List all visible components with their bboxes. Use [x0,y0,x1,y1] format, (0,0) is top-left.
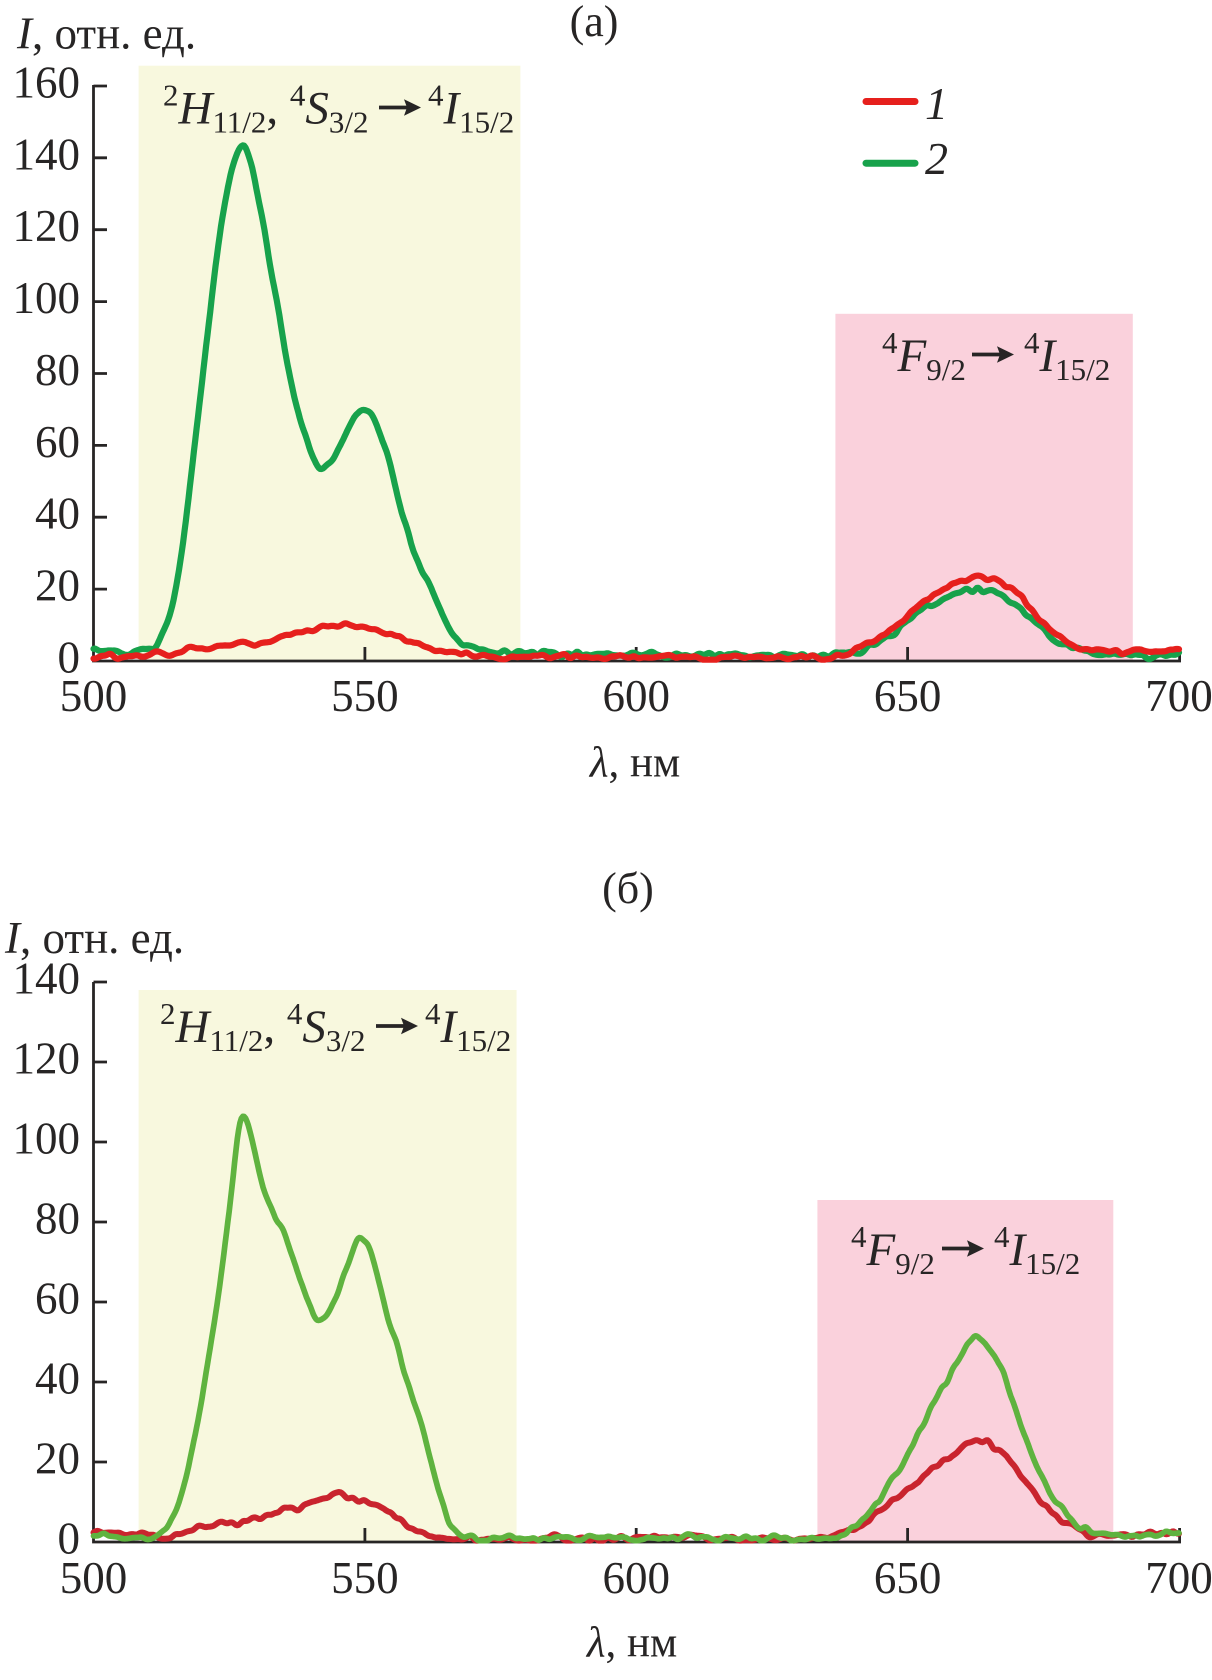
svg-text:650: 650 [874,671,942,721]
svg-text:600: 600 [602,671,670,721]
svg-text:120: 120 [13,201,81,251]
svg-text:2: 2 [925,133,948,184]
svg-text:4I15/2: 4I15/2 [428,78,514,140]
svg-text:700: 700 [1145,671,1212,721]
svg-text:20: 20 [35,1434,80,1484]
svg-text:550: 550 [331,1553,399,1603]
svg-text:600: 600 [602,1553,670,1603]
svg-text:20: 20 [35,561,80,611]
svg-text:500: 500 [60,671,128,721]
svg-text:40: 40 [35,489,80,539]
svg-text:4I15/2: 4I15/2 [1024,325,1110,387]
svg-text:700: 700 [1145,1553,1212,1603]
svg-text:80: 80 [35,345,80,395]
svg-text:60: 60 [35,1274,80,1324]
svg-text:4I15/2: 4I15/2 [994,1219,1080,1281]
svg-text:100: 100 [13,1114,81,1164]
svg-text:2H11/2, 4S3/2: 2H11/2, 4S3/2 [160,996,366,1058]
svg-text:(а): (а) [570,0,619,46]
svg-text:100: 100 [13,273,81,323]
svg-text:650: 650 [874,1553,942,1603]
svg-text:2H11/2, 4S3/2: 2H11/2, 4S3/2 [163,78,369,140]
svg-text:60: 60 [35,417,80,467]
svg-text:0: 0 [58,633,81,683]
svg-text:λ, нм: λ, нм [585,1620,677,1667]
svg-text:I, отн. ед.: I, отн. ед. [4,913,184,963]
svg-text:(б): (б) [602,864,654,913]
svg-text:550: 550 [331,671,399,721]
svg-text:λ, нм: λ, нм [588,740,680,787]
svg-text:4I15/2: 4I15/2 [425,996,511,1058]
svg-text:140: 140 [13,954,81,1004]
svg-text:4F9/2: 4F9/2 [851,1219,935,1281]
svg-text:0: 0 [58,1514,81,1564]
svg-text:120: 120 [13,1034,81,1084]
svg-text:80: 80 [35,1194,80,1244]
svg-text:140: 140 [13,129,81,179]
svg-text:40: 40 [35,1354,80,1404]
svg-text:1: 1 [925,78,948,129]
svg-text:I, отн. ед.: I, отн. ед. [16,9,196,59]
svg-text:160: 160 [13,58,81,108]
svg-text:4F9/2: 4F9/2 [882,325,966,387]
svg-text:500: 500 [60,1553,128,1603]
